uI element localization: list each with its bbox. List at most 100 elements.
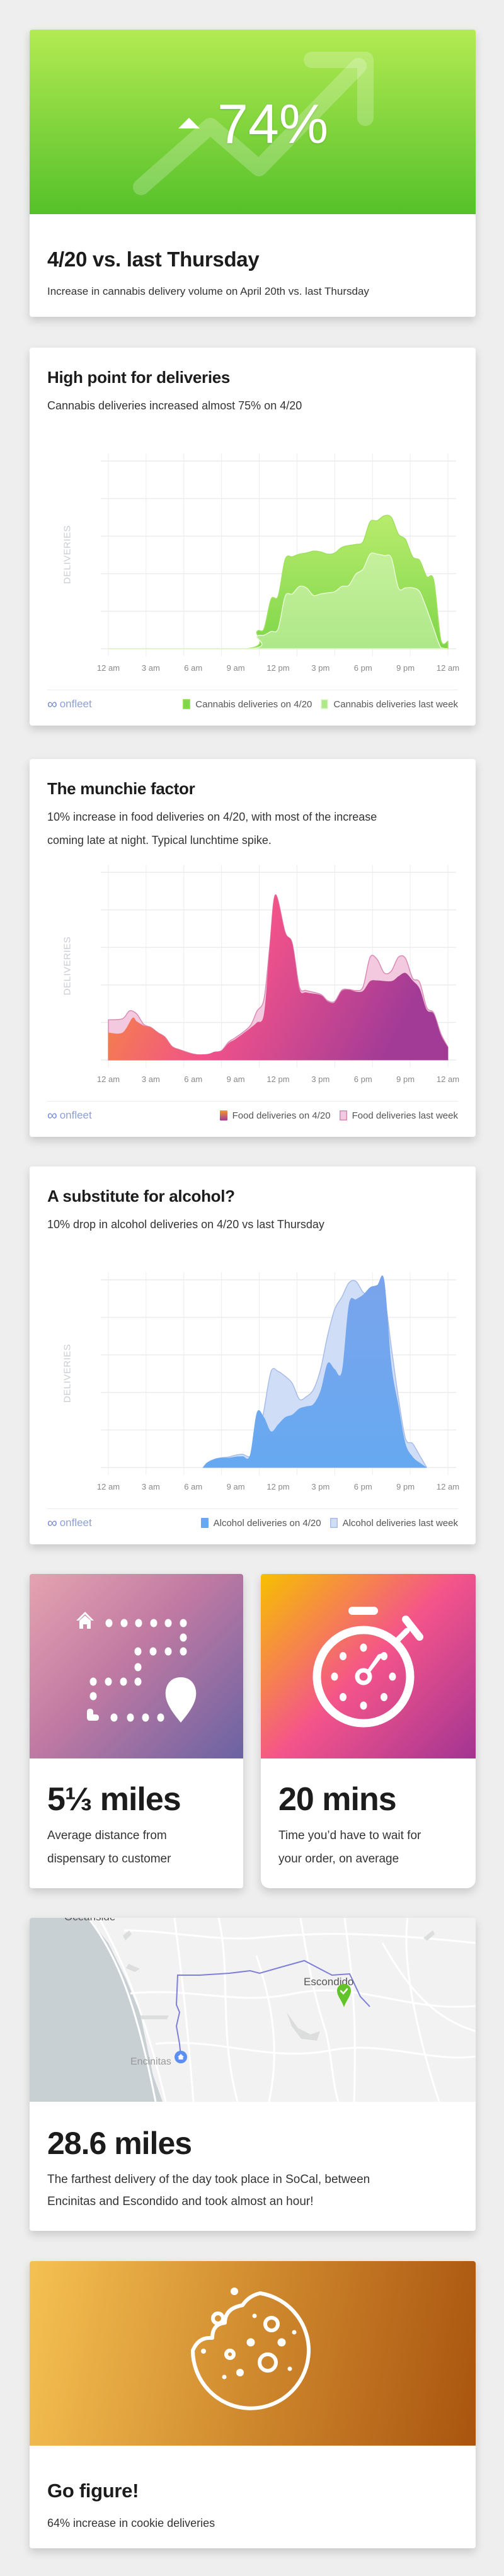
x-tick-label: 3 pm — [311, 1074, 329, 1084]
stopwatch-tick — [339, 1693, 346, 1702]
legend-items: Cannabis deliveries on 4/20 Cannabis deli… — [174, 699, 458, 710]
legend-label: Food deliveries on 4/20 — [232, 1110, 331, 1121]
map-label-origin: Encinitas — [130, 2056, 171, 2067]
triangle-up-icon — [178, 118, 200, 128]
cookie-icon — [191, 2288, 311, 2410]
distance-subtitle-line-1: Average distance from — [47, 1829, 167, 1842]
route-dot — [134, 1663, 142, 1672]
x-tick-label: 9 pm — [396, 1074, 415, 1084]
x-tick-label: 9 pm — [396, 1482, 415, 1491]
cookie-subtitle: 64% increase in cookie deliveries — [47, 2517, 215, 2529]
route-dot — [105, 1677, 112, 1686]
chart-legend: ∞ onfleet Alcohol deliveries on 4/20 Alcoho… — [47, 1515, 458, 1530]
area-chart: 12 am 3 am 6 am 9 am 12 pm 3 pm 6 pm 9 pm 12 am — [97, 1272, 459, 1491]
x-tick-label: 3 pm — [311, 663, 329, 673]
destination-check-pin-icon[interactable] — [336, 1983, 352, 2009]
chart-subtitle-line: coming late at night. Typical lunchtime … — [47, 834, 272, 846]
route-map-icon — [76, 1612, 197, 1723]
chart-subtitle-line: 10% drop in alcohol deliveries on 4/20 v… — [47, 1218, 324, 1231]
chart-title: High point for deliveries — [47, 368, 231, 387]
onfleet-logo[interactable]: ∞ onfleet — [47, 696, 92, 712]
chart-title: A substitute for alcohol? — [47, 1187, 235, 1205]
route-dot — [120, 1677, 127, 1686]
hero-stat-card: 74% 4/20 vs. last Thursday Increase in c… — [30, 30, 476, 317]
distance-stat: 5⅓ miles — [47, 1781, 181, 1818]
food-chart-card: The munchie factor 10% increase in food d… — [30, 759, 476, 1137]
x-tick-label: 3 am — [142, 1074, 160, 1084]
alcohol-chart-card: A substitute for alcohol? 10% drop in alc… — [30, 1166, 476, 1544]
x-tick-label: 12 am — [437, 1074, 459, 1084]
x-tick-label: 6 pm — [354, 1074, 372, 1084]
route-dot — [135, 1619, 142, 1627]
route-dot — [142, 1713, 149, 1722]
x-tick-label: 12 pm — [266, 1482, 289, 1491]
chart-legend: ∞ onfleet Food deliveries on 4/20 Food deli… — [47, 1107, 458, 1124]
route-dot — [134, 1647, 142, 1656]
x-tick-label: 6 am — [184, 1482, 202, 1491]
x-tick-label: 3 am — [142, 1482, 160, 1491]
wait-time-card: 20 mins Time you’d have to wait for your… — [261, 1574, 476, 1888]
legend-items: Alcohol deliveries on 4/20 Alcohol delive… — [192, 1518, 458, 1529]
route-dot — [105, 1619, 113, 1627]
infinity-icon: ∞ — [47, 1107, 57, 1123]
legend-swatch — [329, 1518, 338, 1528]
home-pin-icon[interactable] — [174, 2050, 188, 2064]
x-tick-label: 9 am — [227, 663, 245, 673]
stopwatch-icon — [312, 1607, 423, 1728]
farthest-distance-stat: 28.6 miles — [47, 2126, 192, 2161]
farthest-delivery-card: Oceanside Escondido Encinitas 28.6 miles… — [30, 1918, 476, 2231]
onfleet-logo[interactable]: ∞ onfleet — [47, 1107, 92, 1124]
legend-divider — [47, 1508, 458, 1509]
chart-legend: ∞ onfleet Cannabis deliveries on 4/20 Canna… — [47, 696, 458, 712]
x-tick-label: 3 am — [142, 663, 160, 673]
stopwatch-tick — [389, 1672, 396, 1681]
farthest-subtitle-line-2: Encinitas and Escondido and took almost … — [47, 2195, 314, 2208]
stopwatch-tick — [381, 1693, 388, 1702]
chart-subtitle-line: 10% increase in food deliveries on 4/20,… — [47, 811, 377, 823]
series-area — [108, 552, 449, 649]
x-tick-label: 12 am — [97, 663, 120, 673]
hero-subtitle: Increase in cannabis delivery volume on … — [47, 285, 369, 297]
wait-time-subtitle-line-1: Time you’d have to wait for — [278, 1829, 421, 1842]
series-area — [108, 894, 448, 1060]
trend-up-arrow-icon — [133, 52, 374, 195]
infinity-icon: ∞ — [47, 1515, 57, 1530]
area-chart: 12 am 3 am 6 am 9 am 12 pm 3 pm 6 pm 9 pm 12 am — [97, 865, 459, 1084]
logo-text: onfleet — [59, 1517, 92, 1529]
logo-text: onfleet — [59, 698, 92, 710]
legend-divider — [47, 1101, 458, 1102]
x-tick-label: 12 am — [437, 1482, 459, 1491]
route-dot — [157, 1713, 164, 1722]
legend-swatch — [219, 1110, 227, 1120]
route-dot — [180, 1647, 187, 1656]
map-canvas — [30, 1918, 476, 2102]
legend-swatch — [183, 699, 191, 709]
route-dot — [110, 1713, 118, 1722]
ocean-area — [30, 1918, 163, 2102]
route-dot — [127, 1713, 134, 1722]
onfleet-logo[interactable]: ∞ onfleet — [47, 1515, 92, 1531]
legend-label: Food deliveries last week — [352, 1110, 458, 1121]
cannabis-chart-card: High point for deliveries Cannabis delive… — [30, 348, 476, 726]
hero-banner: 74% — [30, 30, 476, 214]
x-tick-label: 6 pm — [354, 1482, 372, 1491]
route-dot — [150, 1619, 158, 1627]
legend-swatch — [339, 1110, 347, 1120]
x-tick-label: 6 am — [184, 663, 202, 673]
legend-label: Cannabis deliveries last week — [333, 698, 458, 710]
infinity-icon: ∞ — [47, 696, 57, 712]
series-area — [203, 1275, 427, 1468]
hero-title: 4/20 vs. last Thursday — [47, 248, 260, 271]
x-tick-label: 6 am — [184, 1074, 202, 1084]
legend-swatch — [321, 699, 329, 709]
distance-subtitle-line-2: dispensary to customer — [47, 1852, 171, 1866]
x-tick-label: 12 pm — [266, 663, 289, 673]
x-tick-label: 12 am — [97, 1482, 120, 1491]
legend-swatch — [200, 1518, 209, 1528]
x-tick-label: 12 am — [437, 663, 459, 673]
legend-label: Cannabis deliveries on 4/20 — [195, 698, 312, 710]
cookie-banner — [30, 2261, 476, 2446]
delivery-route-map[interactable]: Oceanside Escondido Encinitas — [30, 1918, 476, 2102]
route-dot — [120, 1619, 128, 1627]
x-tick-label: 6 pm — [354, 663, 372, 673]
